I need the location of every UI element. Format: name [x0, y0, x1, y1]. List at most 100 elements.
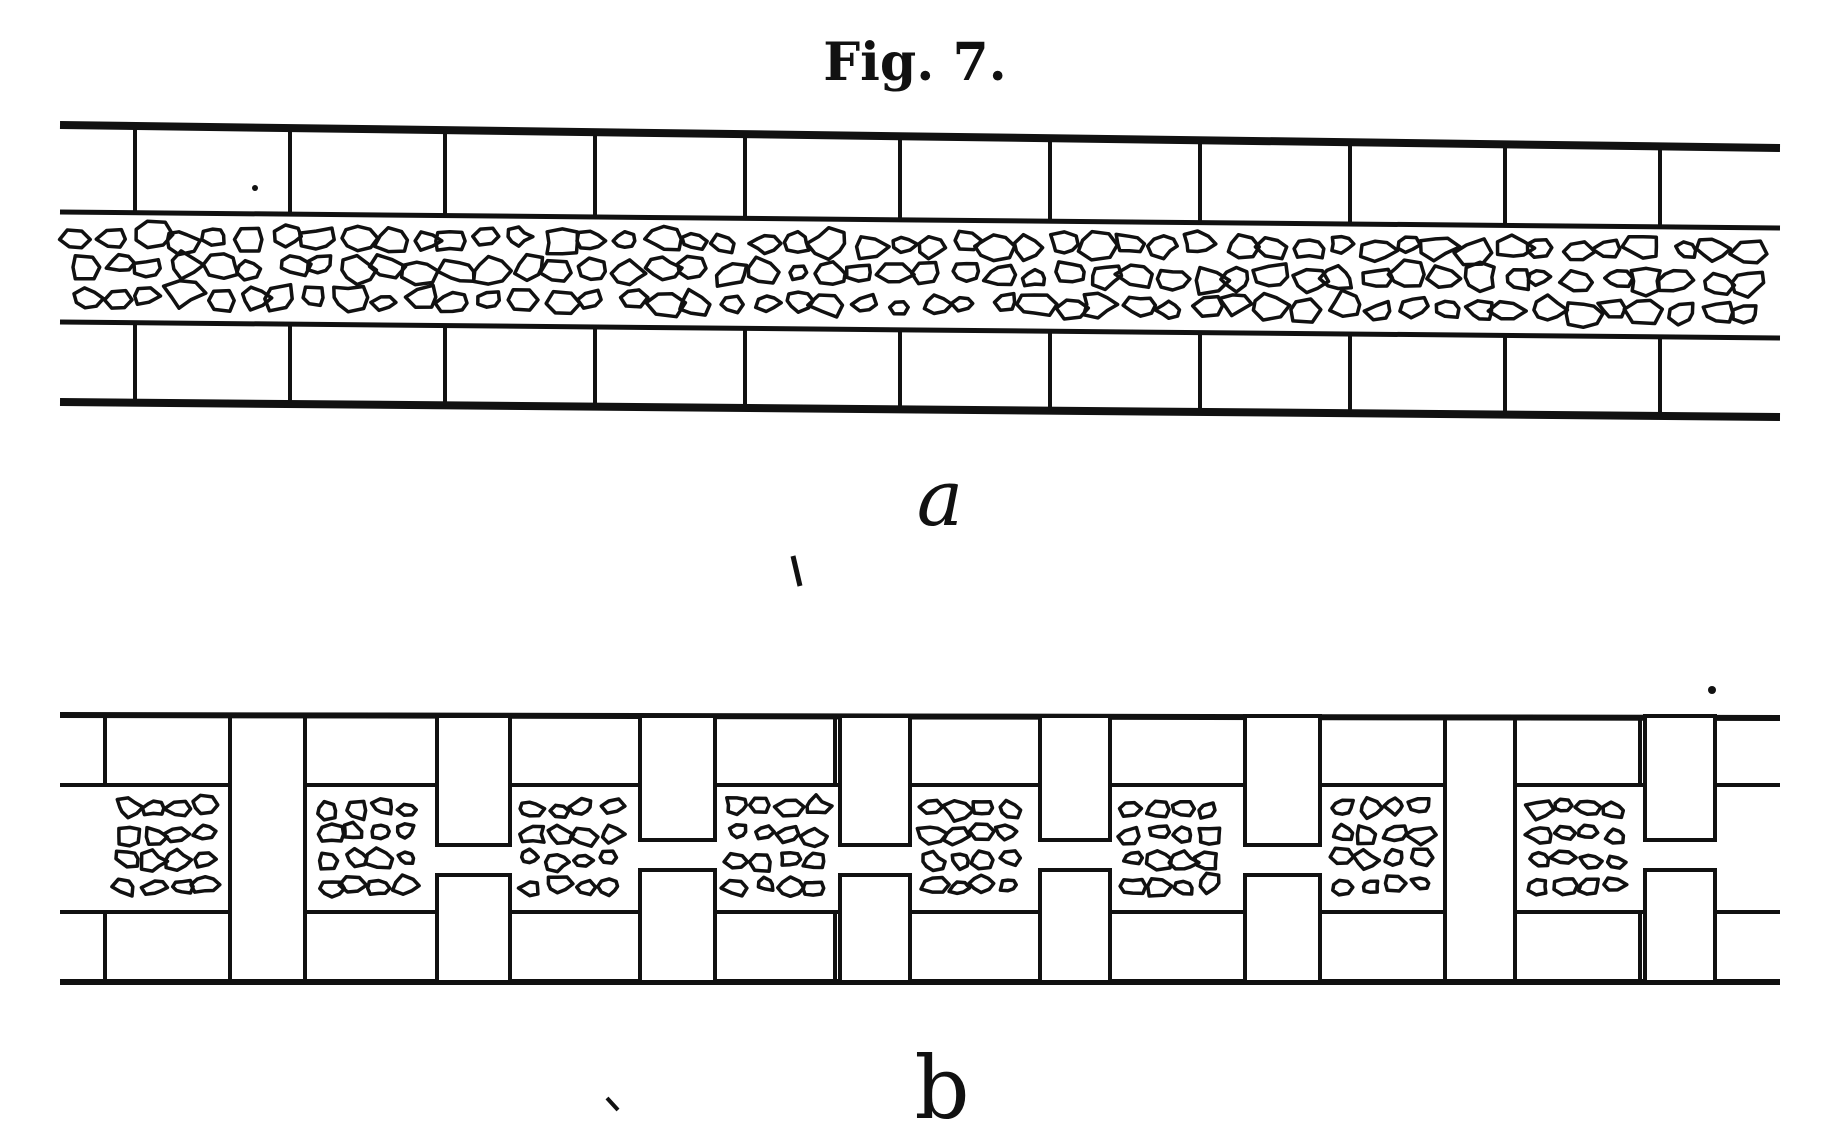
rubble-stone: [1694, 237, 1733, 264]
rubble-stone: [719, 294, 745, 315]
rubble-stone: [390, 873, 421, 896]
rubble-stone: [342, 820, 364, 840]
rubble-stone: [788, 264, 809, 282]
rubble-stone: [1590, 238, 1622, 259]
rubble-stone: [1701, 300, 1735, 324]
rubble-stone: [403, 283, 438, 309]
rubble-stone: [369, 797, 394, 816]
rubble-stone: [518, 824, 546, 844]
rubble-stone: [917, 234, 948, 261]
rubble-stone: [1418, 236, 1462, 263]
rubble-stone: [72, 286, 106, 310]
rubble-stone: [891, 235, 920, 255]
rubble-stone: [922, 293, 954, 316]
rubble-stone: [1020, 267, 1047, 288]
rubble-stone: [1557, 268, 1595, 293]
rubble-stone: [1291, 267, 1331, 295]
rubble-stone: [1382, 796, 1404, 817]
rubble-stone: [678, 287, 712, 317]
rubble-stone: [506, 287, 540, 312]
rubble-stone: [1495, 233, 1537, 258]
rubble-stone: [132, 257, 162, 279]
rubble-stone: [599, 797, 627, 815]
rubble-stone: [708, 232, 736, 255]
rubble-stone: [297, 226, 336, 251]
rubble-stone: [102, 288, 134, 310]
rubble-stone: [1118, 877, 1148, 896]
header-brick: [435, 714, 512, 847]
header-brick: [435, 873, 512, 984]
rubble-stone: [340, 253, 379, 287]
rubble-stone: [1167, 849, 1201, 871]
rubble-stone: [1523, 826, 1553, 845]
header-brick: [1038, 714, 1112, 842]
rubble-stone: [340, 224, 380, 253]
rubble-stone: [1198, 871, 1221, 896]
rubble-stone: [1144, 849, 1174, 872]
panel-a-rubble-fill: [57, 219, 1769, 330]
rubble-stone: [433, 290, 469, 314]
rubble-stone: [1361, 879, 1380, 894]
rubble-stone: [575, 229, 608, 251]
rubble-stone: [1596, 298, 1628, 319]
rubble-stone: [1463, 260, 1496, 294]
rubble-stone: [774, 824, 801, 845]
rubble-stone: [1622, 298, 1665, 326]
rubble-stone: [874, 262, 916, 284]
rubble-stone: [1381, 824, 1409, 843]
rubble-stone: [1331, 878, 1355, 897]
rubble-stone: [576, 256, 608, 282]
rubble-stone: [1434, 299, 1461, 320]
rubble-stone: [235, 258, 263, 282]
rubble-stone: [345, 799, 368, 822]
rubble-stone: [305, 254, 333, 275]
rubble-stone: [1330, 234, 1356, 255]
rubble-stone: [1573, 799, 1603, 817]
rubble-stone: [575, 878, 598, 897]
rubble-stone: [232, 226, 264, 253]
rubble-stone: [596, 877, 620, 898]
rubble-stone: [471, 254, 513, 286]
header-brick: [1643, 714, 1717, 842]
rubble-stone: [1526, 268, 1553, 288]
rubble-stone: [1505, 267, 1531, 292]
rubble-stone: [1197, 801, 1217, 820]
rubble-stone: [1331, 822, 1355, 842]
rubble-stone: [798, 826, 829, 849]
rubble-stone: [806, 293, 845, 319]
rubble-stone: [545, 227, 580, 256]
rubble-stone: [919, 875, 951, 894]
rubble-stone: [805, 793, 834, 815]
rubble-stone: [1330, 798, 1355, 816]
rubble-stone: [801, 851, 826, 870]
rubble-stone: [747, 853, 772, 873]
rubble-stone: [1577, 877, 1600, 896]
rubble-stone: [71, 254, 102, 281]
rubble-stone: [1251, 291, 1292, 322]
rubble-stone: [1409, 876, 1431, 891]
rubble-stone: [949, 295, 975, 313]
rubble-stone: [971, 799, 995, 816]
rubble-stone: [1147, 824, 1172, 839]
rubble-stone: [941, 826, 972, 847]
rubble-stone: [548, 803, 571, 819]
rubble-stone: [993, 823, 1019, 842]
rubble-stone: [337, 875, 369, 894]
rubble-stone: [1171, 825, 1193, 844]
rubble-stone: [609, 258, 648, 287]
rubble-stone: [953, 229, 984, 252]
rubble-stone: [395, 802, 418, 817]
rubble-stone: [263, 282, 294, 313]
rubble-stone: [272, 223, 304, 249]
rubble-stone: [1328, 846, 1356, 866]
rubble-stone: [332, 284, 370, 314]
rubble-stone: [967, 822, 996, 842]
rubble-stone: [516, 880, 540, 898]
rubble-stone: [1113, 263, 1154, 290]
rubble-stone: [921, 849, 947, 873]
rubble-stone: [1561, 240, 1597, 262]
rubble-stone: [1190, 294, 1225, 319]
rubble-stone: [104, 252, 137, 272]
rubble-stone: [643, 255, 684, 282]
rubble-stone: [600, 823, 627, 845]
